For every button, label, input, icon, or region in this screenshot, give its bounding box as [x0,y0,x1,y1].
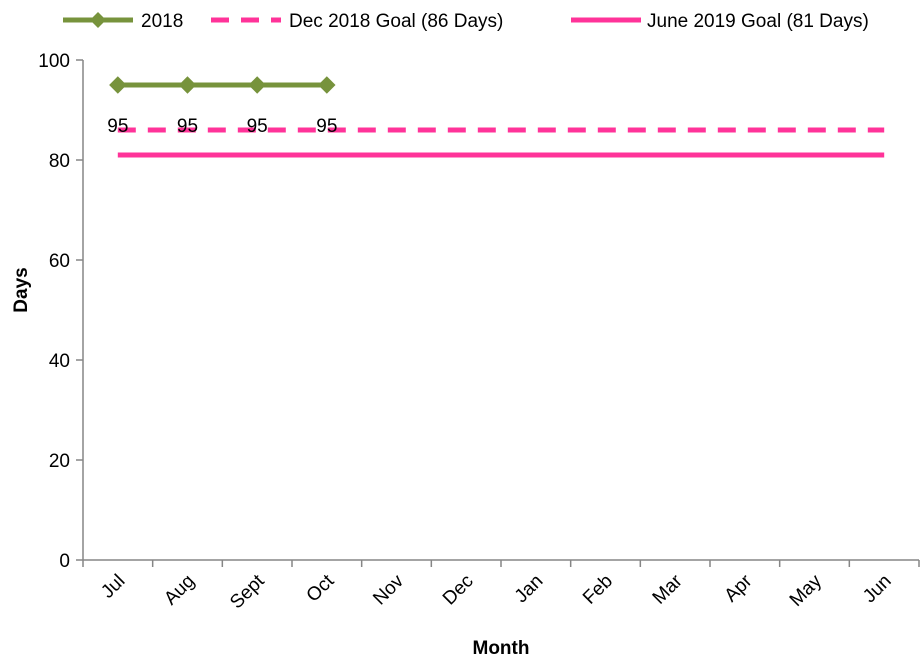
y-tick-label: 60 [49,251,70,272]
x-tick-label: Feb [579,571,617,609]
series-point-0 [318,76,336,94]
data-label: 95 [247,116,268,137]
x-tick-label: Jan [511,571,548,608]
legend-label-1: Dec 2018 Goal (86 Days) [289,11,503,32]
x-tick-label: Sept [226,570,269,613]
y-tick-label: 100 [38,51,70,72]
x-tick-label: May [786,570,827,611]
y-tick-label: 0 [59,551,70,572]
data-labels: 95 95 95 95 [107,116,337,137]
x-axis-title: Month [473,638,530,659]
legend: 2018 Dec 2018 Goal (86 Days) June 2019 Goa… [63,11,869,32]
legend-marker-0 [90,12,106,28]
x-axis-ticks: Jul Aug Sept Oct Nov Dec Jan Feb Mar Apr May Jun [82,560,920,613]
series-layer [109,76,885,158]
y-tick-label: 40 [49,351,70,372]
x-tick-label: Jun [859,571,896,608]
series-point-0 [248,76,266,94]
x-tick-label: Oct [303,570,339,606]
series-point-0 [178,76,197,94]
x-tick-label: Jul [97,571,129,603]
y-axis-ticks: 0 20 40 60 80 100 [38,51,83,572]
axes [82,60,919,561]
x-tick-label: Mar [649,570,687,608]
x-tick-label: Apr [721,570,757,606]
x-tick-label: Aug [160,571,199,610]
x-tick-label: Dec [439,571,478,610]
y-axis-title: Days [11,267,32,312]
series-point-0 [109,76,127,94]
data-label: 95 [107,116,128,137]
data-label: 95 [316,116,337,137]
y-tick-label: 20 [49,451,70,472]
x-tick-label: Nov [369,570,408,609]
data-label: 95 [177,116,198,137]
legend-label-0: 2018 [141,11,183,32]
legend-label-2: June 2019 Goal (81 Days) [647,11,869,32]
y-tick-label: 80 [49,151,70,172]
